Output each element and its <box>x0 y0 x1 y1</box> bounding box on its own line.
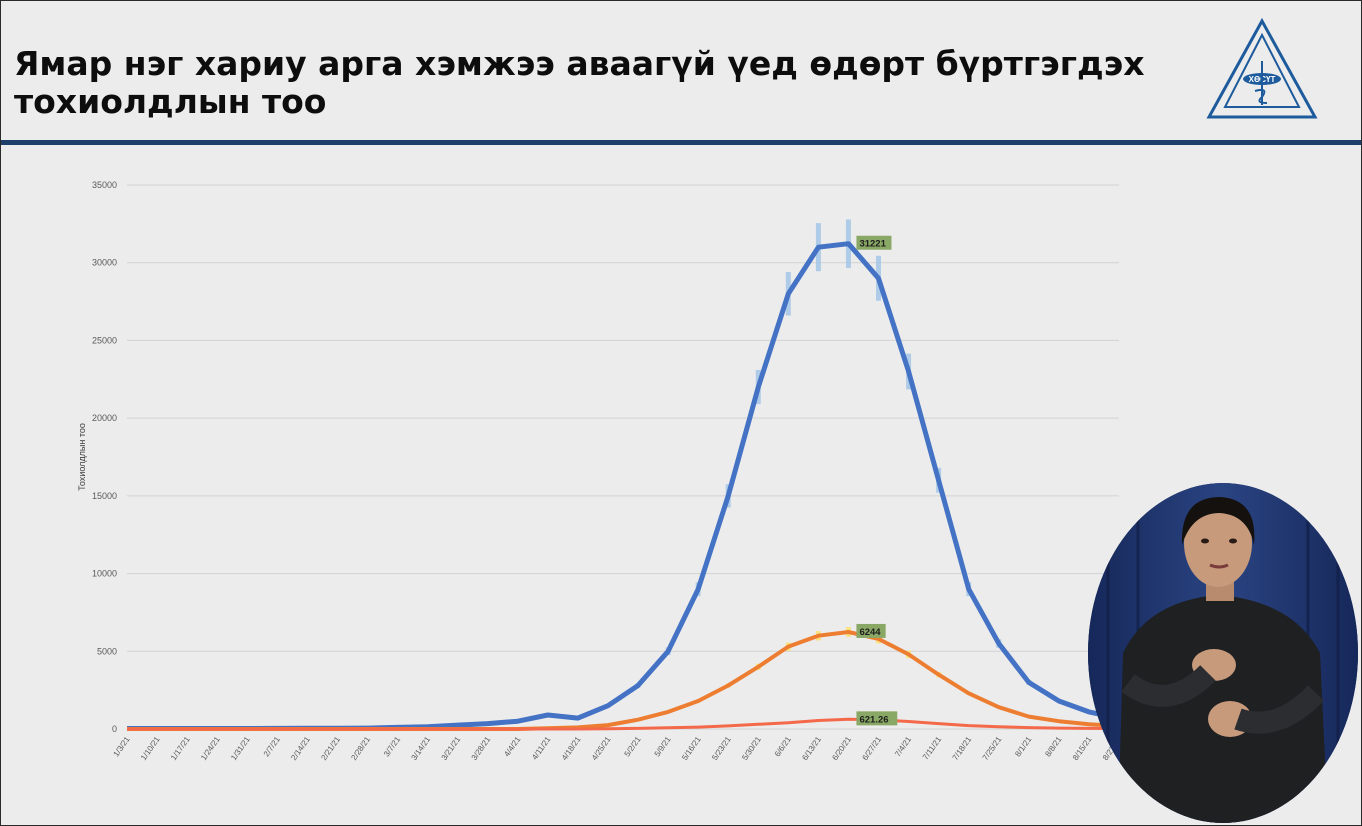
x-tick-label: 8/8/21 <box>1043 735 1063 759</box>
logo-triangle-icon <box>1206 17 1318 119</box>
series-3-peak-label-box <box>856 711 898 726</box>
x-tick-label: 4/4/21 <box>502 735 522 759</box>
x-tick-label: 1/24/21 <box>199 735 222 762</box>
title-line-2: тохиолдлын тоо <box>14 82 327 121</box>
x-tick-label: 6/20/21 <box>830 735 853 762</box>
x-tick-label: 2/28/21 <box>349 735 372 762</box>
series-1-peak-label: 31221 <box>859 239 886 250</box>
x-tick-label: 2/7/21 <box>262 735 282 759</box>
x-tick-label: 3/7/21 <box>382 735 402 759</box>
sign-language-interpreter <box>1088 483 1358 823</box>
x-tick-label: 5/9/21 <box>653 735 673 759</box>
title-line-1: Ямар нэг хариу арга хэмжээ аваагүй үед ө… <box>14 44 1145 83</box>
x-tick-label: 4/18/21 <box>560 735 583 762</box>
x-tick-label: 8/1/21 <box>1013 735 1033 759</box>
x-tick-label: 7/4/21 <box>893 735 913 759</box>
x-tick-label: 1/3/21 <box>112 735 132 759</box>
y-tick-label: 35000 <box>92 180 117 190</box>
x-tick-label: 2/14/21 <box>289 735 312 762</box>
x-tick-label: 8/15/21 <box>1071 735 1094 762</box>
x-tick-label: 7/25/21 <box>981 735 1004 762</box>
hosut-logo: ХӨСҮТ <box>1206 17 1318 119</box>
x-tick-label: 2/21/21 <box>319 735 342 762</box>
x-tick-label: 1/17/21 <box>169 735 192 762</box>
series-2-peak-label: 6244 <box>859 627 881 638</box>
y-tick-label: 20000 <box>92 413 117 423</box>
y-tick-label: 5000 <box>97 646 117 656</box>
x-tick-label: 7/11/21 <box>921 735 944 762</box>
y-axis-label: Тохиолдлын тоо <box>77 423 87 491</box>
x-tick-label: 1/10/21 <box>139 735 162 762</box>
y-tick-label: 25000 <box>92 335 117 345</box>
series-3-peak-label: 621.26 <box>859 714 888 725</box>
x-tick-label: 6/27/21 <box>860 735 883 762</box>
x-tick-label: 4/25/21 <box>590 735 613 762</box>
x-tick-label: 7/18/21 <box>951 735 974 762</box>
x-tick-label: 3/28/21 <box>470 735 493 762</box>
title-underline <box>1 140 1361 145</box>
x-tick-label: 4/11/21 <box>530 735 553 762</box>
y-tick-label: 15000 <box>92 491 117 501</box>
x-tick-label: 5/30/21 <box>740 735 763 762</box>
series-2-line <box>127 630 1120 731</box>
slide-title: Ямар нэг хариу арга хэмжээ аваагүй үед ө… <box>14 45 1194 121</box>
y-tick-label: 30000 <box>92 258 117 268</box>
y-tick-label: 0 <box>112 724 117 734</box>
x-tick-label: 3/14/21 <box>410 735 433 762</box>
x-tick-label: 5/2/21 <box>623 735 643 759</box>
x-tick-label: 5/16/21 <box>680 735 703 762</box>
x-tick-label: 3/21/21 <box>440 735 463 762</box>
x-tick-label: 5/23/21 <box>710 735 733 762</box>
series-1-peak-label-box <box>856 235 892 250</box>
x-tick-label: 1/31/21 <box>229 735 252 762</box>
x-tick-label: 6/13/21 <box>800 735 823 762</box>
series-1-line <box>127 241 1120 731</box>
y-tick-label: 10000 <box>92 569 117 579</box>
x-tick-label: 6/6/21 <box>773 735 793 759</box>
daily-cases-chart: 0 5000 10000 15000 20000 25000 30000 35000 Тохио… <box>77 180 1124 762</box>
series-2-peak-label-box <box>856 623 886 638</box>
series-3-line <box>127 717 1120 731</box>
